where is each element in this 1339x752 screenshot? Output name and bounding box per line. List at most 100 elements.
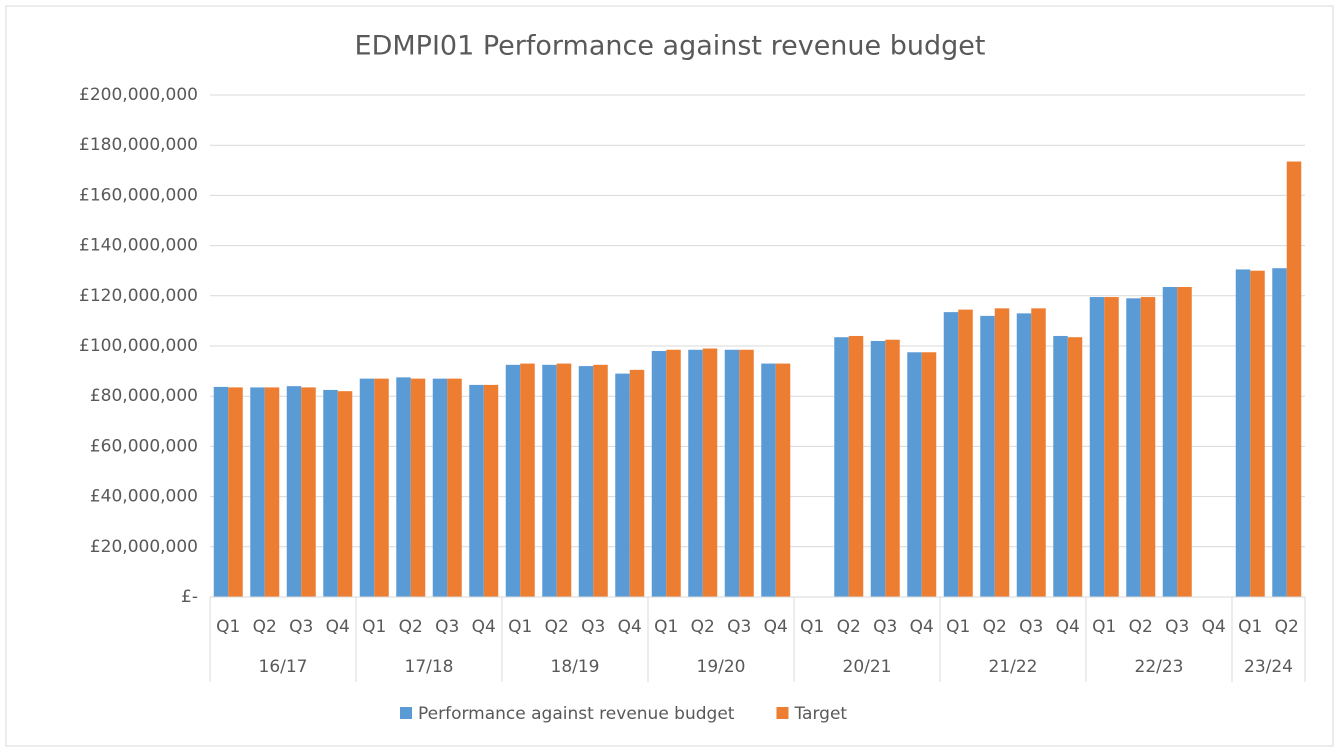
bar [1089, 297, 1105, 597]
bar [688, 349, 703, 597]
x-tick-label: Q3 [1165, 617, 1189, 637]
bar [337, 391, 353, 597]
legend-swatch [400, 707, 412, 719]
group-label: 18/19 [551, 657, 600, 677]
bar [359, 378, 375, 597]
bar [556, 363, 572, 597]
x-tick-label: Q1 [362, 617, 386, 637]
bar [958, 309, 973, 597]
bar [739, 349, 754, 597]
group-label: 16/17 [259, 657, 308, 677]
bar [1235, 269, 1251, 597]
x-tick-label: Q3 [289, 617, 313, 637]
x-tick-label: Q3 [435, 617, 459, 637]
x-tick-label: Q3 [727, 617, 751, 637]
x-tick-label: Q3 [581, 617, 605, 637]
bar [1272, 268, 1287, 597]
y-tick-label: £80,000,000 [90, 386, 198, 406]
x-tick-label: Q3 [873, 617, 897, 637]
bar [578, 366, 594, 597]
y-tick-label: £140,000,000 [79, 236, 198, 256]
bar [301, 387, 316, 597]
bar [396, 377, 411, 597]
bar [1286, 161, 1302, 597]
bar [1177, 287, 1192, 597]
y-tick-label: £100,000,000 [79, 336, 198, 356]
bar [629, 369, 645, 597]
group-label: 23/24 [1244, 657, 1293, 677]
bar [702, 348, 718, 597]
bar [775, 363, 791, 597]
bar [1126, 298, 1141, 597]
legend-label: Target [793, 704, 847, 724]
bar [761, 363, 776, 597]
bar [483, 384, 499, 597]
bar [870, 340, 886, 597]
bar [666, 349, 681, 597]
x-tick-label: Q2 [1129, 617, 1153, 637]
bar [374, 378, 389, 597]
x-tick-label: Q1 [1092, 617, 1116, 637]
bar [848, 335, 864, 597]
y-tick-label: £40,000,000 [90, 487, 198, 507]
x-tick-label: Q4 [1056, 617, 1080, 637]
bar [651, 351, 667, 597]
x-tick-label: Q4 [910, 617, 934, 637]
y-tick-label: £200,000,000 [79, 85, 198, 105]
group-label: 17/18 [405, 657, 454, 677]
x-tick-label: Q4 [472, 617, 496, 637]
x-tick-label: Q2 [545, 617, 569, 637]
bar [1031, 308, 1046, 597]
y-tick-label: £160,000,000 [79, 185, 198, 205]
chart-title: EDMPI01 Performance against revenue budg… [355, 31, 986, 62]
bar [1162, 287, 1178, 597]
bar [943, 312, 959, 597]
x-tick-label: Q2 [691, 617, 715, 637]
bar [593, 364, 608, 597]
x-tick-label: Q1 [508, 617, 532, 637]
y-tick-label: £- [181, 587, 198, 607]
bar [323, 389, 338, 597]
bar [520, 363, 535, 597]
x-tick-label: Q4 [764, 617, 788, 637]
bar [1067, 337, 1083, 597]
bar [1250, 270, 1265, 597]
x-tick-label: Q4 [1202, 617, 1226, 637]
bar [907, 352, 922, 597]
group-label: 20/21 [843, 657, 892, 677]
bar [542, 364, 557, 597]
bar [469, 384, 484, 597]
group-label: 21/22 [989, 657, 1038, 677]
x-tick-label: Q2 [399, 617, 423, 637]
y-tick-label: £120,000,000 [79, 286, 198, 306]
legend-swatch [776, 707, 789, 719]
bar [921, 352, 937, 597]
bar [1016, 313, 1032, 597]
bar [994, 308, 1010, 597]
bar [264, 387, 280, 597]
bar [410, 378, 426, 597]
bar [885, 339, 900, 597]
x-tick-label: Q2 [253, 617, 277, 637]
x-tick-label: Q1 [1238, 617, 1262, 637]
bar [447, 378, 462, 597]
y-tick-label: £180,000,000 [79, 135, 198, 155]
y-tick-label: £60,000,000 [90, 436, 198, 456]
bar [432, 378, 448, 597]
x-tick-label: Q1 [800, 617, 824, 637]
bar [1104, 297, 1119, 597]
bar [980, 315, 995, 597]
bar [250, 387, 265, 597]
x-tick-label: Q4 [618, 617, 642, 637]
x-tick-label: Q2 [837, 617, 861, 637]
x-tick-label: Q4 [326, 617, 350, 637]
bar [1053, 335, 1068, 597]
x-tick-label: Q1 [216, 617, 240, 637]
x-tick-label: Q1 [654, 617, 678, 637]
bar [228, 387, 243, 597]
y-tick-label: £20,000,000 [90, 537, 198, 557]
bar [834, 337, 849, 597]
bar [724, 349, 740, 597]
x-tick-label: Q1 [946, 617, 970, 637]
